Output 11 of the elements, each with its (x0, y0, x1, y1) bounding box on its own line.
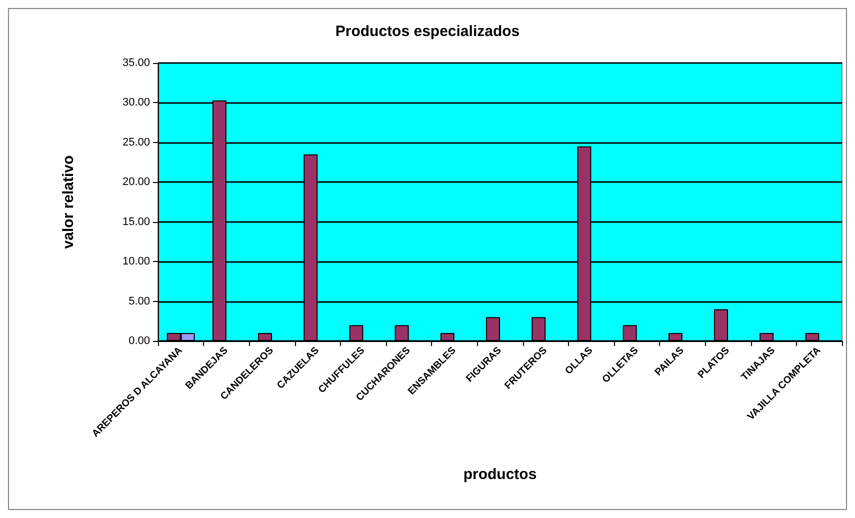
chart-title: Productos especializados (335, 23, 520, 40)
y-tick-label: 0.00 (128, 335, 150, 347)
y-tick-label: 20.00 (122, 176, 150, 188)
y-tick-label: 10.00 (122, 256, 150, 268)
y-tick-label: 35.00 (122, 57, 150, 69)
y-tick-label: 30.00 (122, 96, 150, 109)
y-axis-title: valor relativo (60, 155, 77, 249)
y-tick-label: 5.00 (128, 295, 150, 308)
y-tick-label: 15.00 (122, 216, 150, 228)
y-tick-label: 25.00 (122, 136, 150, 148)
x-axis-title: productos (463, 466, 537, 483)
